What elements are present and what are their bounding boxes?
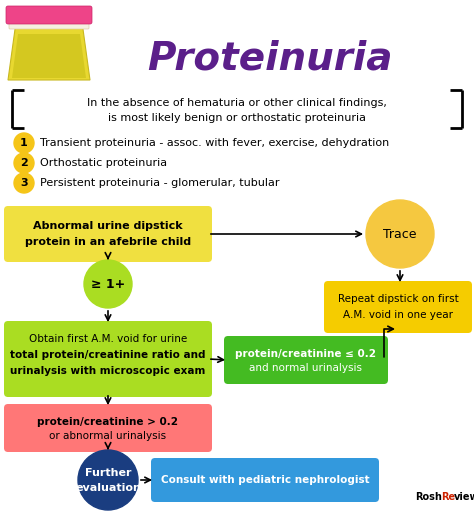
Text: ≥ 1+: ≥ 1+ bbox=[91, 278, 125, 290]
FancyBboxPatch shape bbox=[4, 206, 212, 262]
Text: 2: 2 bbox=[20, 158, 28, 168]
Circle shape bbox=[14, 153, 34, 173]
Text: protein in an afebrile child: protein in an afebrile child bbox=[25, 237, 191, 247]
Circle shape bbox=[84, 260, 132, 308]
Text: A.M. void in one year: A.M. void in one year bbox=[343, 310, 453, 320]
Circle shape bbox=[14, 133, 34, 153]
Circle shape bbox=[14, 173, 34, 193]
Circle shape bbox=[366, 200, 434, 268]
Text: urinalysis with microscopic exam: urinalysis with microscopic exam bbox=[10, 366, 206, 376]
FancyBboxPatch shape bbox=[4, 404, 212, 452]
Text: Transient proteinuria - assoc. with fever, exercise, dehydration: Transient proteinuria - assoc. with feve… bbox=[40, 138, 389, 148]
Text: Trace: Trace bbox=[383, 227, 417, 241]
Text: evaluation: evaluation bbox=[75, 483, 141, 493]
Text: 3: 3 bbox=[20, 178, 28, 188]
Text: Re: Re bbox=[441, 492, 455, 502]
Text: Repeat dipstick on first: Repeat dipstick on first bbox=[337, 294, 458, 304]
FancyBboxPatch shape bbox=[324, 281, 472, 333]
Polygon shape bbox=[8, 22, 90, 80]
Text: 1: 1 bbox=[20, 138, 28, 148]
Text: Persistent proteinuria - glomerular, tubular: Persistent proteinuria - glomerular, tub… bbox=[40, 178, 280, 188]
Text: Orthostatic proteinuria: Orthostatic proteinuria bbox=[40, 158, 167, 168]
Text: Consult with pediatric nephrologist: Consult with pediatric nephrologist bbox=[161, 475, 369, 485]
Text: Abnormal urine dipstick: Abnormal urine dipstick bbox=[33, 221, 183, 231]
FancyBboxPatch shape bbox=[224, 336, 388, 384]
Text: view: view bbox=[454, 492, 474, 502]
Circle shape bbox=[78, 450, 138, 510]
Polygon shape bbox=[12, 34, 86, 78]
Text: In the absence of hematuria or other clinical findings,: In the absence of hematuria or other cli… bbox=[87, 98, 387, 108]
Text: total protein/creatinine ratio and: total protein/creatinine ratio and bbox=[10, 350, 206, 360]
Text: Further: Further bbox=[85, 468, 131, 478]
FancyBboxPatch shape bbox=[6, 6, 92, 24]
Text: is most likely benign or orthostatic proteinuria: is most likely benign or orthostatic pro… bbox=[108, 113, 366, 123]
FancyBboxPatch shape bbox=[9, 17, 89, 29]
FancyBboxPatch shape bbox=[151, 458, 379, 502]
Text: Rosh: Rosh bbox=[415, 492, 442, 502]
Text: protein/creatinine ≤ 0.2: protein/creatinine ≤ 0.2 bbox=[236, 349, 376, 359]
Text: protein/creatinine > 0.2: protein/creatinine > 0.2 bbox=[37, 417, 179, 427]
Text: Proteinuria: Proteinuria bbox=[147, 39, 393, 77]
FancyBboxPatch shape bbox=[4, 321, 212, 397]
Text: or abnormal urinalysis: or abnormal urinalysis bbox=[49, 431, 166, 441]
Text: Obtain first A.M. void for urine: Obtain first A.M. void for urine bbox=[29, 334, 187, 344]
Text: and normal urinalysis: and normal urinalysis bbox=[249, 363, 363, 373]
